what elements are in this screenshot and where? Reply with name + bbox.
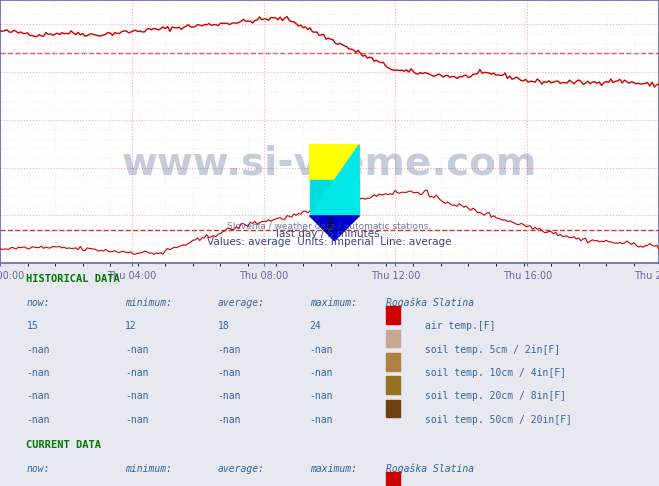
Text: Values: average  Units: imperial  Line: average: Values: average Units: imperial Line: av… xyxy=(207,237,452,247)
Text: -nan: -nan xyxy=(26,345,50,355)
Text: HISTORICAL DATA: HISTORICAL DATA xyxy=(26,275,120,284)
Text: soil temp. 10cm / 4in[F]: soil temp. 10cm / 4in[F] xyxy=(425,368,566,378)
Bar xyxy=(386,330,400,347)
Text: last day / 5 minutes.: last day / 5 minutes. xyxy=(276,229,383,240)
Text: -nan: -nan xyxy=(310,415,333,425)
Text: minimum:: minimum: xyxy=(125,464,172,474)
Bar xyxy=(310,145,359,180)
Text: now:: now: xyxy=(26,464,50,474)
Text: -nan: -nan xyxy=(217,415,241,425)
Text: air temp.[F]: air temp.[F] xyxy=(425,321,496,331)
Bar xyxy=(386,353,400,370)
Text: -nan: -nan xyxy=(310,368,333,378)
Text: -nan: -nan xyxy=(26,368,50,378)
Text: -nan: -nan xyxy=(26,391,50,401)
Text: maximum:: maximum: xyxy=(310,298,357,308)
Polygon shape xyxy=(310,145,359,180)
Polygon shape xyxy=(310,216,359,241)
Text: www.si-vreme.com: www.si-vreme.com xyxy=(122,144,537,182)
Text: 15: 15 xyxy=(26,321,38,331)
Text: Slovenia / weather data / automatic stations.: Slovenia / weather data / automatic stat… xyxy=(227,221,432,230)
Text: 24: 24 xyxy=(310,321,322,331)
Text: 12: 12 xyxy=(125,321,137,331)
Text: -nan: -nan xyxy=(217,345,241,355)
Text: soil temp. 5cm / 2in[F]: soil temp. 5cm / 2in[F] xyxy=(425,345,560,355)
Text: CURRENT DATA: CURRENT DATA xyxy=(26,440,101,451)
Polygon shape xyxy=(310,145,359,180)
Text: maximum:: maximum: xyxy=(310,464,357,474)
Text: -nan: -nan xyxy=(217,368,241,378)
Text: -nan: -nan xyxy=(125,391,149,401)
Text: minimum:: minimum: xyxy=(125,298,172,308)
Bar xyxy=(386,472,400,486)
Text: average:: average: xyxy=(217,298,264,308)
Text: -nan: -nan xyxy=(26,415,50,425)
Text: -nan: -nan xyxy=(125,415,149,425)
Text: Rogaška Slatina: Rogaška Slatina xyxy=(386,298,474,308)
Text: 18: 18 xyxy=(217,321,229,331)
Text: -nan: -nan xyxy=(217,391,241,401)
Bar xyxy=(327,217,333,231)
Text: Rogaška Slatina: Rogaška Slatina xyxy=(386,464,474,474)
Text: average:: average: xyxy=(217,464,264,474)
Text: soil temp. 50cm / 20in[F]: soil temp. 50cm / 20in[F] xyxy=(425,415,572,425)
Bar xyxy=(386,306,400,324)
Text: -nan: -nan xyxy=(125,368,149,378)
Bar xyxy=(386,377,400,394)
Text: -nan: -nan xyxy=(125,345,149,355)
Text: soil temp. 20cm / 8in[F]: soil temp. 20cm / 8in[F] xyxy=(425,391,566,401)
Text: now:: now: xyxy=(26,298,50,308)
Bar xyxy=(386,400,400,417)
Bar xyxy=(310,180,359,216)
Polygon shape xyxy=(310,145,359,216)
Text: -nan: -nan xyxy=(310,345,333,355)
Text: -nan: -nan xyxy=(310,391,333,401)
